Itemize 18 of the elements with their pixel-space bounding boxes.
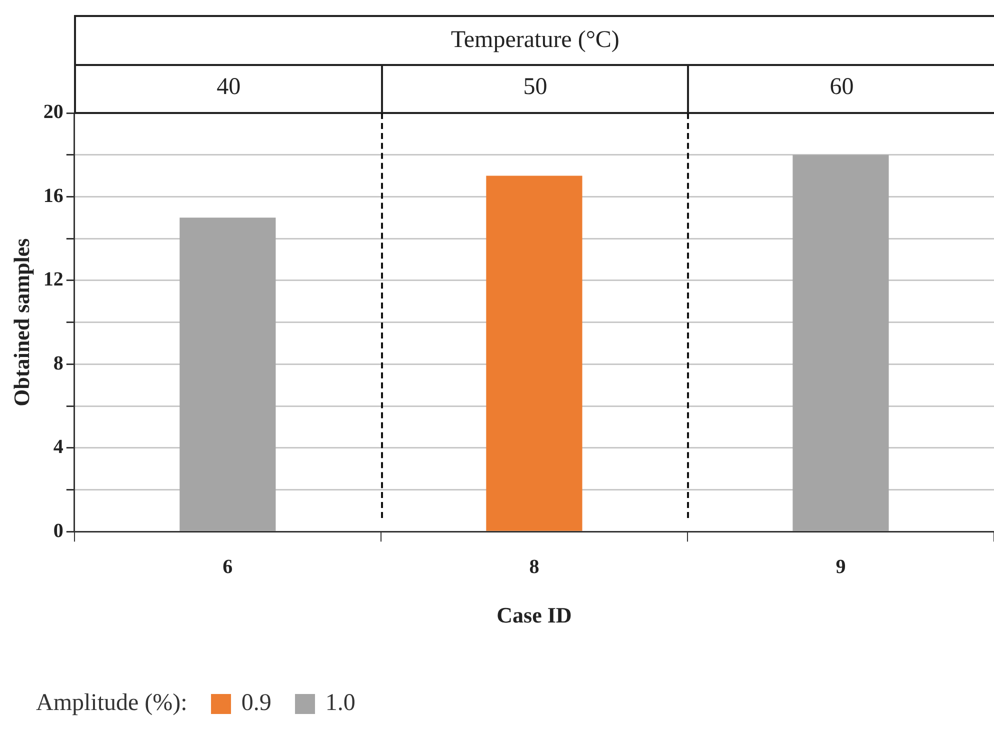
- legend-title: Amplitude (%):: [36, 690, 188, 717]
- y-tick-label: 4: [53, 436, 64, 458]
- y-tick-label: 12: [43, 268, 64, 291]
- text: 40: [74, 64, 383, 114]
- text: 60: [687, 64, 994, 114]
- x-tick-label: 8: [529, 556, 540, 578]
- y-tick-label: 16: [43, 184, 64, 207]
- y-tick-label: 8: [53, 352, 64, 374]
- legend-label: 1.0: [325, 690, 356, 717]
- y-tick-label: 20: [43, 101, 64, 124]
- x-tick-label: 9: [836, 556, 846, 578]
- legend-label: 0.9: [241, 690, 272, 717]
- y-axis-title: Obtained samples: [8, 238, 34, 406]
- x-tick-label: 6: [222, 556, 233, 578]
- y-tick-label: 0: [53, 520, 64, 542]
- text: 50: [380, 64, 690, 114]
- text: Temperature (°C): [74, 15, 994, 66]
- x-axis-title: Case ID: [496, 602, 572, 628]
